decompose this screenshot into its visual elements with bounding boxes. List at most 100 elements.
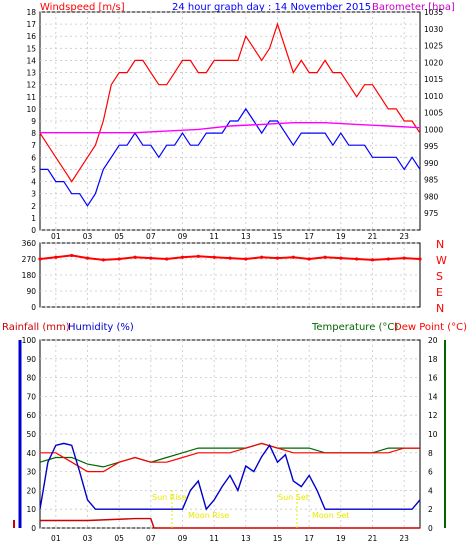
x-tick-label: 13 (241, 534, 251, 543)
y-tick-label: 6 (31, 153, 36, 162)
y-tick-label: 12 (428, 411, 438, 420)
climate-lines (39, 442, 421, 529)
y-tick-label: 10 (26, 505, 36, 514)
sunset-label: Sun Set (278, 493, 309, 502)
x-tick-label: 05 (114, 534, 124, 543)
x-tick-label: 23 (399, 534, 409, 543)
temperature-axis-title: Temperature (°C) (311, 322, 398, 333)
y-tick-label: 3 (31, 190, 36, 199)
y-tick-label: 1 (31, 214, 36, 223)
y-tick-label: 5 (31, 165, 36, 174)
x-tick-label: 17 (304, 534, 314, 543)
y-tick-label: 6 (428, 468, 433, 477)
y-tick-label: 11 (26, 93, 36, 102)
y-tick-label: 1025 (424, 42, 443, 51)
y-tick-label: 17 (26, 20, 36, 29)
x-tick-label: 01 (51, 232, 61, 241)
y-tick-label: 995 (424, 142, 439, 151)
y-tick-label: 13 (26, 69, 36, 78)
average-series-line (40, 107, 421, 207)
barometer-series-line (40, 121, 421, 134)
direction-points (38, 253, 422, 262)
y-tick-label: 4 (31, 178, 36, 187)
climate-x-ticks: 01 03 05 07 09 11 13 15 17 19 21 23 (51, 534, 409, 543)
y-tick-label: 1035 (424, 8, 443, 17)
x-tick-label: 07 (146, 232, 156, 241)
y-tick-label: 360 (22, 239, 37, 248)
compass-e: E (436, 286, 443, 299)
moonrise-label: Moon Rise (188, 511, 229, 520)
compass-n-top: N (436, 238, 444, 251)
compass-w: W (436, 254, 447, 267)
y-tick-label: 14 (428, 392, 438, 401)
y-tick-label: 1015 (424, 75, 443, 84)
x-tick-label: 19 (336, 534, 346, 543)
y-tick-label: 20 (428, 336, 438, 345)
x-tick-label: 05 (114, 232, 124, 241)
y-tick-label: 18 (428, 355, 438, 364)
rainfall-series-line (40, 517, 420, 529)
y-tick-label: 20 (26, 486, 36, 495)
wind-lines (39, 22, 421, 207)
y-tick-label: 8 (31, 129, 36, 138)
x-tick-label: 23 (399, 232, 409, 241)
x-tick-label: 15 (273, 534, 283, 543)
y-tick-label: 30 (26, 468, 36, 477)
y-tick-label: 270 (22, 255, 37, 264)
humidity-series-line (39, 442, 421, 511)
y-tick-label: 975 (424, 209, 439, 218)
y-tick-label: 0 (31, 524, 36, 533)
compass-s: S (436, 270, 443, 283)
chart-title: 24 hour graph day : 14 November 2015 (172, 2, 371, 13)
y-tick-label: 70 (26, 392, 36, 401)
sunrise-label: Sun Rise (152, 493, 187, 502)
rainfall-axis-title: Rainfall (mm) (2, 322, 70, 333)
x-tick-label: 01 (51, 534, 61, 543)
barometer-y-ticks: 975 980 985 990 995 1000 1005 1010 1015 1020 1025 1… (424, 8, 443, 218)
y-tick-label: 1005 (424, 109, 443, 118)
y-tick-label: 100 (22, 336, 37, 345)
dewpoint-series-line (40, 442, 420, 473)
wind-x-ticks: 01 03 05 07 09 11 13 15 17 19 21 23 (51, 232, 409, 241)
y-tick-label: 40 (26, 449, 36, 458)
y-tick-label: 1020 (424, 58, 443, 67)
direction-y-ticks: 0 90 180 270 360 (22, 239, 37, 312)
y-tick-label: 80 (26, 374, 36, 383)
y-tick-label: 2 (428, 505, 433, 514)
y-tick-label: 0 (31, 303, 36, 312)
y-tick-label: 2 (31, 202, 36, 211)
x-tick-label: 15 (273, 232, 283, 241)
barometer-axis-title: Barometer [hpa] (372, 2, 455, 13)
y-tick-label: 990 (424, 159, 439, 168)
x-tick-label: 07 (146, 534, 156, 543)
x-tick-label: 17 (304, 232, 314, 241)
windspeed-axis-title: Windspeed [m/s] (40, 2, 125, 13)
humidity-axis-title: Humidity (%) (68, 322, 134, 333)
compass-labels: N W S E N (436, 238, 447, 315)
x-tick-label: 13 (241, 232, 251, 241)
y-tick-label: 8 (428, 449, 433, 458)
y-tick-label: 10 (26, 105, 36, 114)
y-tick-label: 180 (22, 271, 37, 280)
y-tick-label: 985 (424, 176, 439, 185)
y-tick-label: 16 (26, 32, 36, 41)
y-tick-label: 0 (31, 226, 36, 235)
y-tick-label: 10 (428, 430, 438, 439)
x-tick-label: 09 (178, 534, 188, 543)
y-tick-label: 15 (26, 44, 36, 53)
y-tick-label: 0 (428, 524, 433, 533)
y-tick-label: 7 (31, 141, 36, 150)
x-tick-label: 21 (368, 232, 378, 241)
temperature-y-ticks: 0 2 4 6 8 10 12 14 16 18 20 (428, 336, 438, 533)
x-tick-label: 03 (83, 232, 93, 241)
x-tick-label: 19 (336, 232, 346, 241)
x-tick-label: 09 (178, 232, 188, 241)
x-tick-label: 11 (209, 534, 219, 543)
y-tick-label: 9 (31, 117, 36, 126)
wind-grid (40, 11, 420, 231)
y-tick-label: 90 (26, 355, 36, 364)
y-tick-label: 14 (26, 56, 36, 65)
